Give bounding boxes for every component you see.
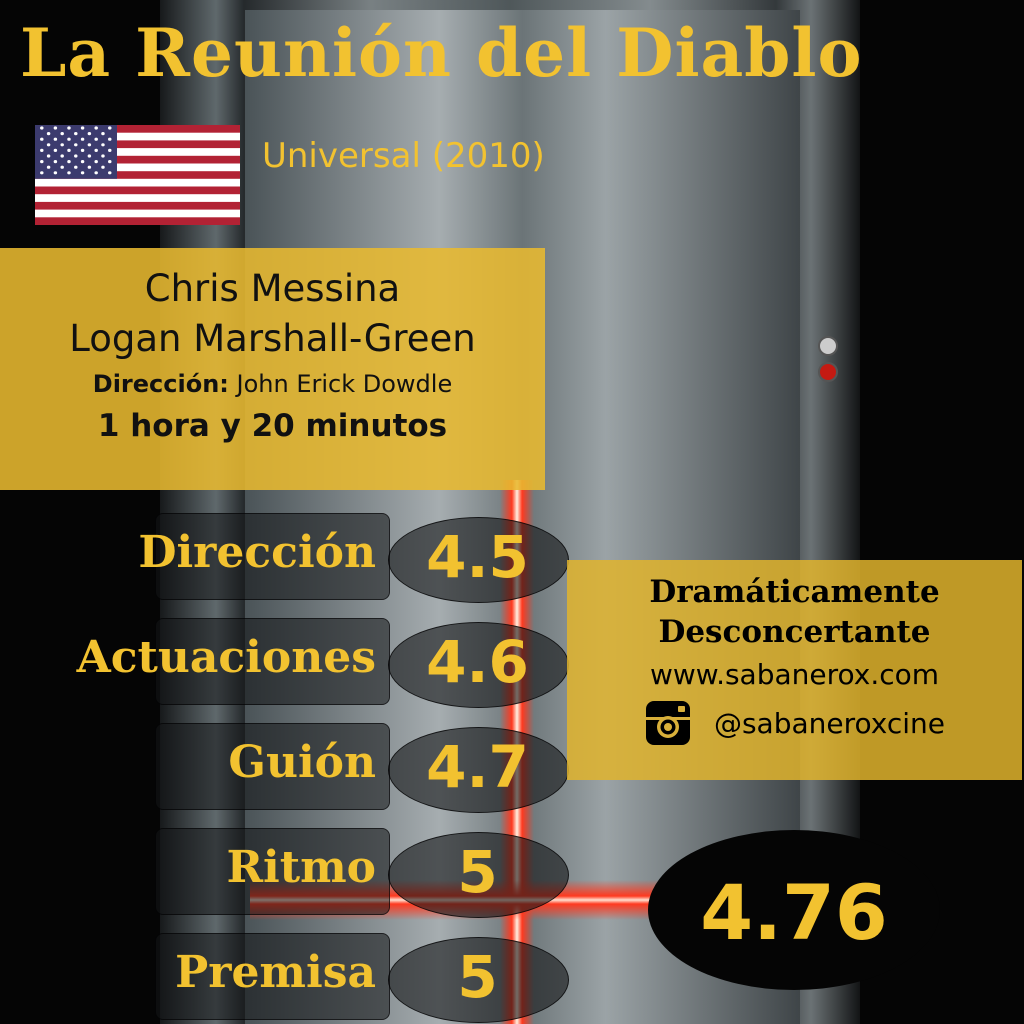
rating-label: Dirección xyxy=(138,527,376,578)
rating-value: 5 xyxy=(457,838,498,906)
usa-flag-icon xyxy=(35,125,240,225)
credits-panel: Chris Messina Logan Marshall-Green Direc… xyxy=(0,248,545,490)
total-score-badge: 4.76 xyxy=(648,830,940,990)
verdict-line: Dramáticamente xyxy=(649,574,940,610)
rating-row: Actuaciones 4.6 xyxy=(0,618,570,708)
elevator-buttons xyxy=(818,330,838,390)
rating-row: Dirección 4.5 xyxy=(0,513,570,603)
verdict-panel: Dramáticamente Desconcertante www.sabane… xyxy=(567,560,1022,780)
director-line: Dirección: John Erick Dowdle xyxy=(0,364,545,404)
rating-value: 4.5 xyxy=(426,523,529,591)
rating-label: Premisa xyxy=(175,947,376,998)
instagram-icon xyxy=(645,701,690,745)
movie-title: La Reunión del Diablo xyxy=(20,14,863,92)
total-score: 4.76 xyxy=(700,868,888,957)
cast-member: Logan Marshall-Green xyxy=(69,317,476,360)
rating-row: Premisa 5 xyxy=(0,933,570,1023)
rating-label: Actuaciones xyxy=(76,632,376,683)
website-link[interactable]: www.sabanerox.com xyxy=(649,658,940,691)
verdict-line: Desconcertante xyxy=(658,614,931,650)
rating-value: 5 xyxy=(457,943,498,1011)
rating-row: Guión 4.7 xyxy=(0,723,570,813)
rating-value: 4.6 xyxy=(426,628,529,696)
rating-value: 4.7 xyxy=(426,733,529,801)
director-name: John Erick Dowdle xyxy=(236,370,453,398)
instagram-handle[interactable]: @sabaneroxcine xyxy=(567,699,1022,747)
studio-year: Universal (2010) xyxy=(262,136,545,176)
instagram-text: @sabaneroxcine xyxy=(713,706,946,740)
director-label: Dirección: xyxy=(92,370,229,398)
rating-row: Ritmo 5 xyxy=(0,828,570,918)
cast-member: Chris Messina xyxy=(144,267,401,310)
duration: 1 hora y 20 minutos xyxy=(97,408,448,444)
rating-label: Ritmo xyxy=(226,842,376,893)
rating-label: Guión xyxy=(228,737,376,788)
